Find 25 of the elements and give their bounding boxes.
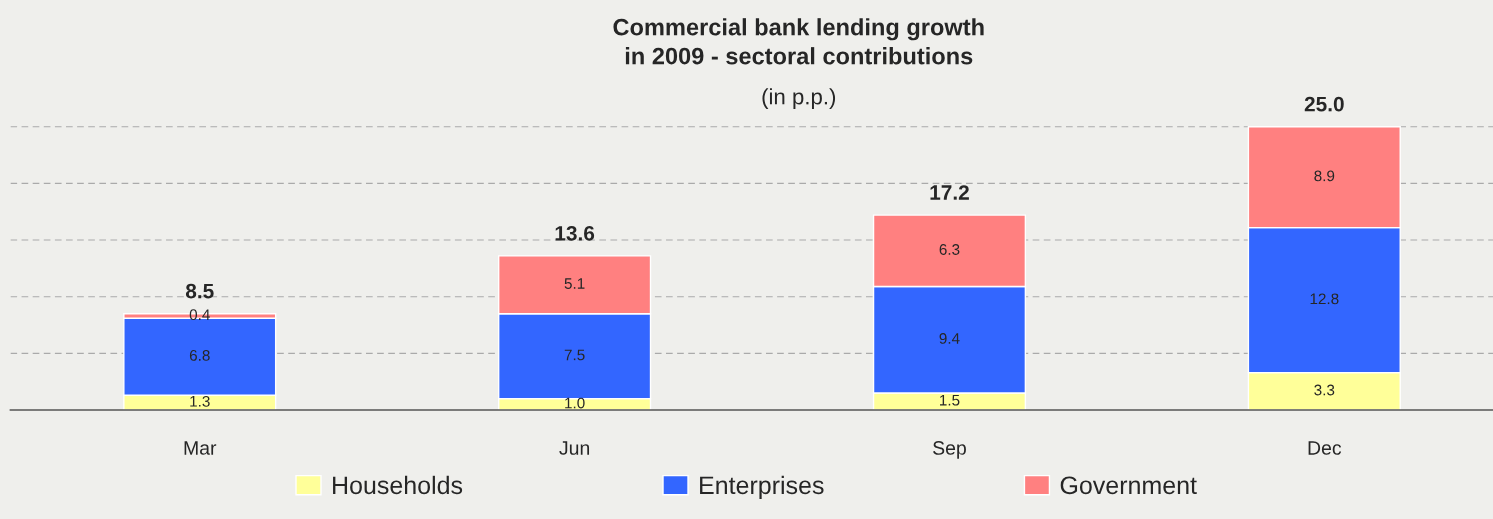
chart-subtitle: (in p.p.) bbox=[762, 88, 836, 109]
data-label: 0.4 bbox=[189, 309, 210, 321]
data-label: 12.8 bbox=[1310, 293, 1339, 305]
data-label: 5.1 bbox=[564, 278, 585, 289]
data-label: 7.5 bbox=[564, 349, 585, 361]
data-label: 6.8 bbox=[189, 350, 210, 361]
legend-label: Enterprises bbox=[700, 475, 824, 500]
total-label: 8.5 bbox=[185, 283, 214, 299]
legend-label: Households bbox=[333, 475, 463, 495]
chart-title: Commercial bank lending growth in 2009 - sectoral contributions bbox=[613, 18, 984, 65]
legend-label: Government bbox=[1060, 476, 1197, 495]
data-label: 8.9 bbox=[1314, 170, 1335, 182]
total-label: 13.6 bbox=[555, 225, 595, 241]
data-label: 1.0 bbox=[565, 397, 585, 409]
data-label: 6.3 bbox=[939, 244, 960, 255]
data-label: 9.4 bbox=[939, 333, 960, 344]
data-label: 1.3 bbox=[190, 395, 210, 407]
total-label: 17.2 bbox=[930, 185, 969, 200]
x-tick-label: Mar bbox=[184, 441, 217, 455]
x-tick-label: Jun bbox=[559, 441, 590, 455]
data-label: 3.3 bbox=[1314, 384, 1335, 396]
x-tick-label: Sep bbox=[933, 441, 966, 459]
total-label: 25.0 bbox=[1304, 96, 1344, 112]
data-label: 1.5 bbox=[940, 394, 960, 406]
x-tick-label: Dec bbox=[1308, 441, 1342, 455]
